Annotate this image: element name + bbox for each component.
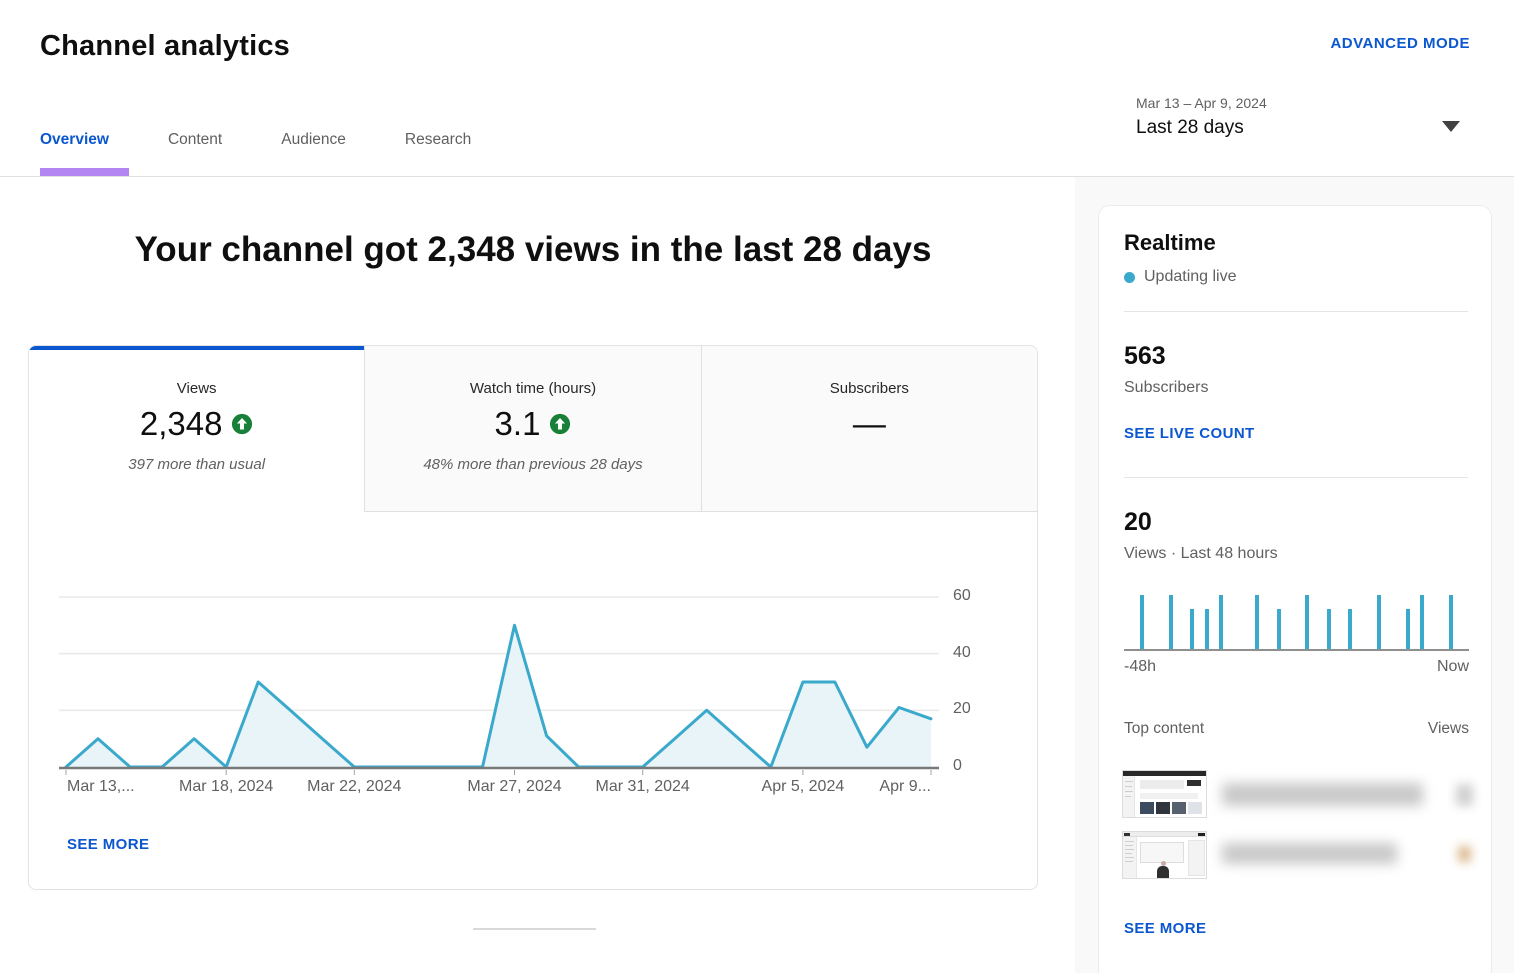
hourly-views-bar [1204, 609, 1209, 649]
metric-note: 48% more than previous 28 days [423, 456, 643, 473]
hourly-views-bar [1326, 609, 1331, 649]
top-content-row[interactable] [1122, 766, 1473, 822]
summary-headline: Your channel got 2,348 views in the last… [134, 230, 932, 269]
metric-note: 397 more than usual [128, 456, 266, 473]
hourly-views-bar [1276, 609, 1281, 649]
blurred-view-count [1456, 784, 1473, 806]
see-more-link[interactable]: SEE MORE [1124, 920, 1207, 937]
axis-end-label: Now [1436, 658, 1469, 675]
realtime-status: Updating live [1124, 268, 1237, 286]
metric-tab-subscribers[interactable]: Subscribers — [700, 346, 1037, 512]
x-axis-labels: Mar 13,... Mar 18, 2024 Mar 22, 2024 Mar 27… [67, 778, 931, 795]
views-line-chart[interactable] [59, 561, 939, 791]
metric-value: — [852, 405, 886, 442]
divider [1124, 477, 1468, 478]
date-preset-text: Last 28 days [1136, 117, 1244, 138]
metric-label: Watch time (hours) [469, 380, 597, 397]
hourly-views-bar [1305, 595, 1310, 649]
tab-audience[interactable]: Audience [281, 131, 346, 148]
video-thumbnail [1122, 831, 1207, 879]
metric-label: Subscribers [829, 380, 909, 397]
blurred-video-title [1222, 783, 1423, 806]
tab-content[interactable]: Content [167, 131, 223, 148]
hourly-views-bar [1377, 595, 1382, 649]
hourly-views-bar [1190, 609, 1195, 649]
tab-research[interactable]: Research [404, 131, 472, 148]
views-column-label: Views [1427, 720, 1469, 737]
page-title: Channel analytics [40, 30, 290, 62]
blurred-view-count [1458, 846, 1471, 862]
arrow-up-circle-icon [231, 413, 253, 435]
analytics-card: Views 2,348 397 more than usual Watch ti… [28, 345, 1038, 890]
video-thumbnail [1122, 770, 1207, 818]
subscribers-label: Subscribers [1124, 379, 1209, 396]
header-divider [0, 176, 1514, 177]
date-range-picker[interactable]: Mar 13 – Apr 9, 2024 Last 28 days [1136, 95, 1470, 157]
divider [1124, 311, 1468, 312]
bar-chart-axis-labels: -48h Now [1124, 658, 1469, 676]
hourly-views-bar [1348, 609, 1353, 649]
axis-start-label: -48h [1124, 658, 1157, 675]
live-dot-icon [1124, 271, 1135, 283]
hourly-views-bar [1219, 595, 1223, 649]
hourly-views-bar [1140, 595, 1144, 649]
top-content-header: Top content Views [1124, 720, 1469, 738]
blurred-video-title [1222, 843, 1397, 864]
views-48h-bar-chart[interactable] [1124, 581, 1469, 651]
see-more-link[interactable]: SEE MORE [67, 836, 150, 853]
date-range-text: Mar 13 – Apr 9, 2024 [1136, 95, 1267, 111]
bar-chart-axis [1124, 649, 1469, 651]
tab-overview[interactable]: Overview [40, 131, 109, 148]
realtime-title: Realtime [1124, 230, 1216, 255]
metric-value: 3.1 [494, 405, 541, 442]
hourly-views-bar [1420, 595, 1425, 649]
realtime-card: Realtime Updating live 563 Subscribers S… [1098, 205, 1492, 973]
y-axis-labels: 0 20 40 60 [953, 587, 971, 774]
overview-tab-underline [40, 168, 129, 176]
analytics-nav-tabs: Overview Content Audience Research [40, 131, 471, 159]
hourly-views-bar [1405, 609, 1410, 649]
top-content-row[interactable] [1122, 827, 1471, 883]
advanced-mode-button[interactable]: ADVANCED MODE [1330, 35, 1470, 52]
see-live-count-link[interactable]: SEE LIVE COUNT [1124, 425, 1255, 442]
views-48h-count: 20 [1124, 508, 1152, 536]
hourly-views-bar [1168, 595, 1173, 649]
metric-tab-strip: Views 2,348 397 more than usual Watch ti… [29, 346, 1037, 512]
metric-label: Views [176, 380, 217, 397]
hourly-views-bar [1449, 595, 1453, 649]
chevron-down-icon [1442, 121, 1460, 132]
arrow-up-circle-icon [549, 413, 571, 435]
subscribers-count: 563 [1124, 342, 1166, 370]
top-content-title: Top content [1124, 720, 1205, 737]
views-48h-label: Views · Last 48 hours [1124, 545, 1278, 562]
metric-value: 2,348 [139, 405, 223, 442]
metric-tab-watch-time[interactable]: Watch time (hours) 3.1 48% more than pre… [364, 346, 701, 512]
metric-tab-views[interactable]: Views 2,348 397 more than usual [29, 346, 365, 512]
section-divider [473, 928, 596, 930]
hourly-views-bar [1255, 595, 1259, 649]
realtime-status-text: Updating live [1144, 268, 1237, 285]
